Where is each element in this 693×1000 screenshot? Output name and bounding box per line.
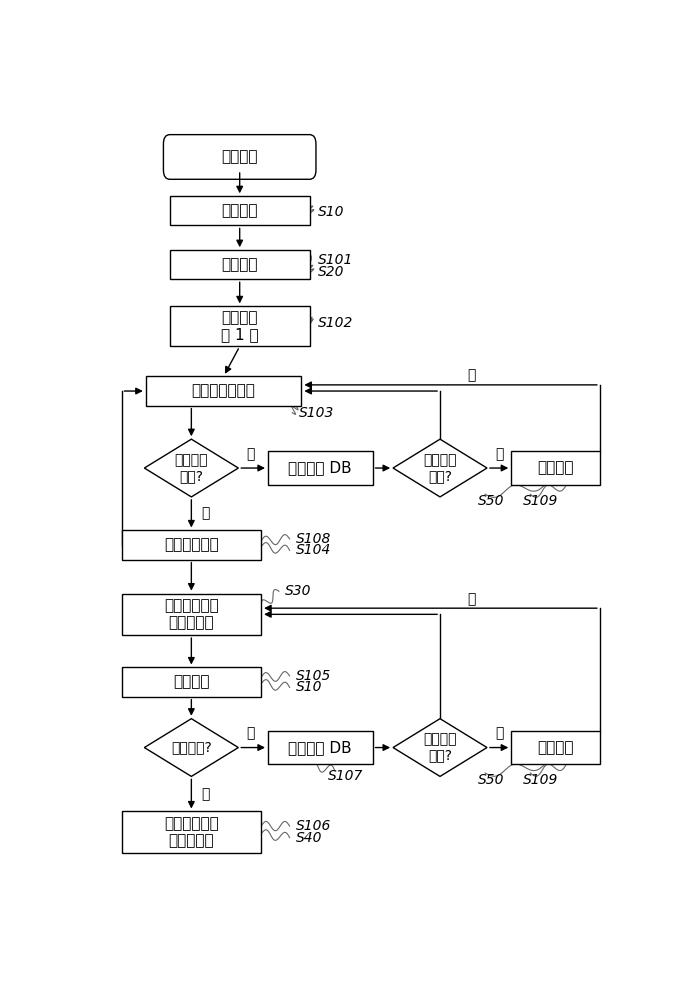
Polygon shape	[393, 439, 487, 497]
Text: 测量姿势: 测量姿势	[173, 675, 209, 690]
Text: S108: S108	[296, 532, 331, 546]
Text: 是: 是	[467, 369, 475, 383]
Bar	[121, 594, 261, 635]
Text: S102: S102	[317, 316, 353, 330]
Text: 选择模式: 选择模式	[222, 257, 258, 272]
Text: 姿势变化?: 姿势变化?	[171, 741, 212, 755]
Text: S30: S30	[286, 584, 312, 598]
Text: 否: 否	[247, 727, 255, 741]
Text: S104: S104	[296, 543, 331, 557]
Polygon shape	[393, 719, 487, 776]
Text: 测量姿势: 测量姿势	[222, 203, 258, 218]
Text: 搜索模式 DB: 搜索模式 DB	[288, 740, 352, 755]
Bar	[170, 306, 310, 346]
Text: 发现适合
模式?: 发现适合 模式?	[423, 453, 457, 483]
Text: S103: S103	[299, 406, 334, 420]
Bar	[511, 731, 600, 764]
Text: 执行模式匹配
并提取心率: 执行模式匹配 并提取心率	[164, 598, 219, 631]
Text: S10: S10	[317, 205, 344, 219]
Text: 否: 否	[495, 447, 503, 461]
Text: S101: S101	[317, 253, 353, 267]
Text: 是: 是	[201, 787, 209, 801]
Bar	[268, 731, 373, 764]
Text: S50: S50	[477, 494, 504, 508]
Text: 发现适合
模式?: 发现适合 模式?	[175, 453, 208, 483]
Text: S105: S105	[296, 669, 331, 683]
FancyBboxPatch shape	[164, 135, 316, 179]
Polygon shape	[144, 719, 238, 776]
Text: S109: S109	[523, 773, 558, 787]
Text: 收集连续数据: 收集连续数据	[164, 538, 219, 553]
Bar	[146, 376, 301, 406]
Text: 是: 是	[467, 592, 475, 606]
Text: S20: S20	[317, 265, 344, 279]
Bar	[268, 451, 373, 485]
Text: S107: S107	[328, 769, 364, 783]
Text: 生成模式: 生成模式	[537, 461, 574, 476]
Text: 发现适合
模式?: 发现适合 模式?	[423, 732, 457, 763]
Text: S10: S10	[296, 680, 322, 694]
Bar	[121, 667, 261, 697]
Text: 搜索模式 DB: 搜索模式 DB	[288, 461, 352, 476]
Text: S50: S50	[477, 773, 504, 787]
Text: 是: 是	[201, 507, 209, 521]
Bar	[121, 530, 261, 560]
Bar	[121, 811, 261, 853]
Text: 识别被检查者
的生物状态: 识别被检查者 的生物状态	[164, 816, 219, 848]
Text: 否: 否	[247, 447, 255, 461]
Bar	[170, 250, 310, 279]
Text: S106: S106	[296, 819, 331, 833]
Text: S40: S40	[296, 831, 322, 845]
Text: S109: S109	[523, 494, 558, 508]
Bar	[170, 196, 310, 225]
Text: 否: 否	[495, 727, 503, 741]
Text: 生成模式: 生成模式	[537, 740, 574, 755]
Text: 测量开始: 测量开始	[222, 149, 258, 164]
Bar	[511, 451, 600, 485]
Polygon shape	[144, 439, 238, 497]
Text: 收集数据
达 1 秒: 收集数据 达 1 秒	[221, 310, 258, 343]
Text: 比较数据与模式: 比较数据与模式	[192, 384, 256, 399]
